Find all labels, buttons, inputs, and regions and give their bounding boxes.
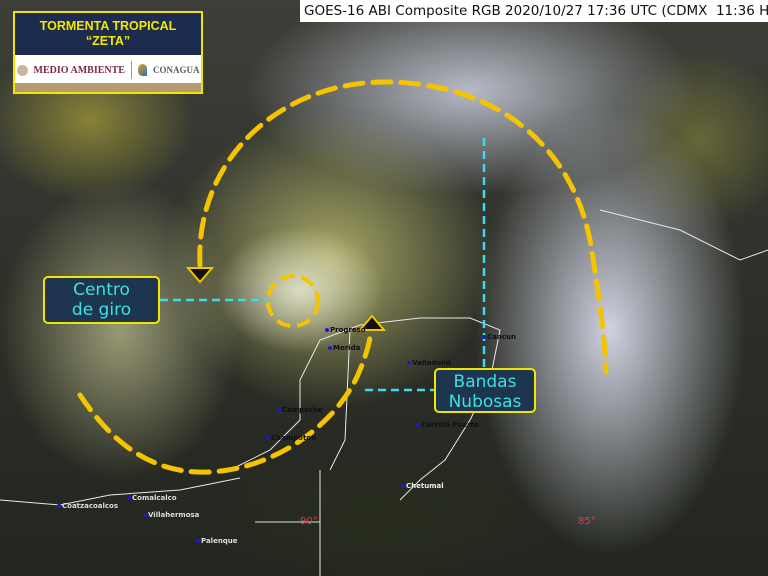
storm-name: “ZETA” bbox=[85, 34, 131, 48]
city-label: Valladolid bbox=[407, 359, 451, 367]
longitude-label-90: 90° bbox=[300, 516, 318, 527]
divider bbox=[130, 61, 132, 79]
title-card: TORMENTA TROPICAL “ZETA” MEDIO AMBIENTE … bbox=[13, 11, 203, 94]
medio-ambiente-logo: MEDIO AMBIENTE bbox=[33, 64, 125, 76]
center-label-line1: Centro bbox=[73, 280, 130, 300]
conagua-logo-icon bbox=[137, 64, 147, 76]
center-label: Centro de giro bbox=[43, 276, 160, 324]
conagua-logo: CONAGUA bbox=[152, 65, 200, 75]
arrow-up-icon bbox=[357, 314, 387, 331]
city-label: Comalcalco bbox=[127, 494, 177, 502]
bands-label: Bandas Nubosas bbox=[434, 368, 536, 413]
city-label: Palenque bbox=[196, 537, 238, 545]
mexico-seal-icon bbox=[16, 64, 28, 76]
city-label: Progreso bbox=[325, 326, 366, 334]
city-label: Champoton bbox=[266, 434, 316, 442]
storm-type: TORMENTA TROPICAL bbox=[39, 19, 177, 33]
arrow-down-icon bbox=[185, 267, 215, 284]
city-label: Merida bbox=[328, 344, 360, 352]
center-label-line2: de giro bbox=[71, 300, 132, 320]
city-label: Cancun bbox=[482, 333, 516, 341]
rotation-arc-south bbox=[77, 327, 374, 475]
coastline-south bbox=[0, 209, 768, 506]
city-label: Coatzacoalcos bbox=[57, 502, 118, 510]
center-circle bbox=[266, 274, 320, 328]
rotation-arc-north bbox=[197, 79, 609, 375]
bands-label-line1: Bandas bbox=[453, 372, 517, 392]
longitude-label-85: 85° bbox=[578, 516, 596, 527]
city-label: Villahermosa bbox=[143, 511, 199, 519]
city-label: Chetumal bbox=[401, 482, 444, 490]
state-border bbox=[255, 329, 351, 576]
social-footer bbox=[15, 83, 201, 92]
city-label: Carrillo Puerto bbox=[416, 421, 479, 429]
bands-label-line2: Nubosas bbox=[448, 392, 522, 412]
city-label: Campeche bbox=[277, 406, 323, 414]
logos: MEDIO AMBIENTE CONAGUA bbox=[15, 55, 201, 85]
image-caption: GOES-16 ABI Composite RGB 2020/10/27 17:… bbox=[300, 0, 768, 22]
